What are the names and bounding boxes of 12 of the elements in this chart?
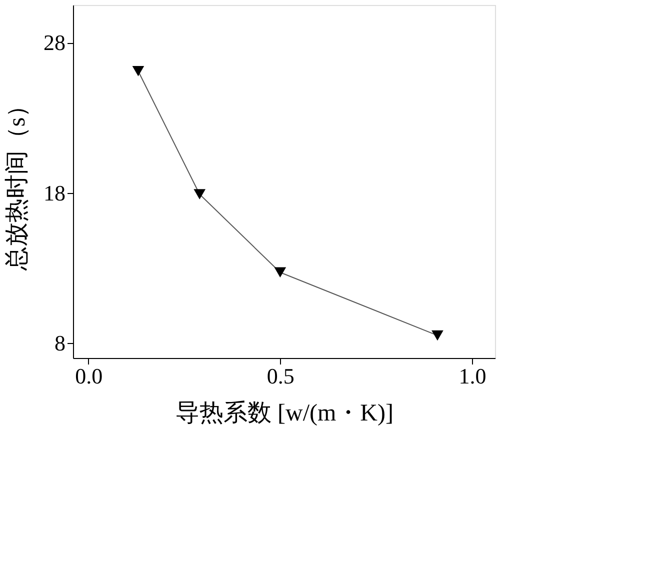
point bbox=[274, 267, 286, 278]
x-tick-label: 0.0 bbox=[75, 364, 103, 388]
point bbox=[432, 330, 444, 341]
y-tick-label: 18 bbox=[44, 180, 66, 206]
x-tick-label: 1.0 bbox=[458, 364, 486, 388]
y-tick-label: 8 bbox=[54, 330, 66, 356]
point bbox=[132, 66, 144, 76]
y-tick-label: 28 bbox=[44, 30, 66, 56]
x-tick-label: 0.5 bbox=[266, 364, 294, 388]
x-axis-title: 导热系数 [w/(m・K)] bbox=[176, 400, 394, 426]
point bbox=[194, 189, 206, 200]
y-axis-title: 总放热时间（s） bbox=[4, 93, 30, 272]
